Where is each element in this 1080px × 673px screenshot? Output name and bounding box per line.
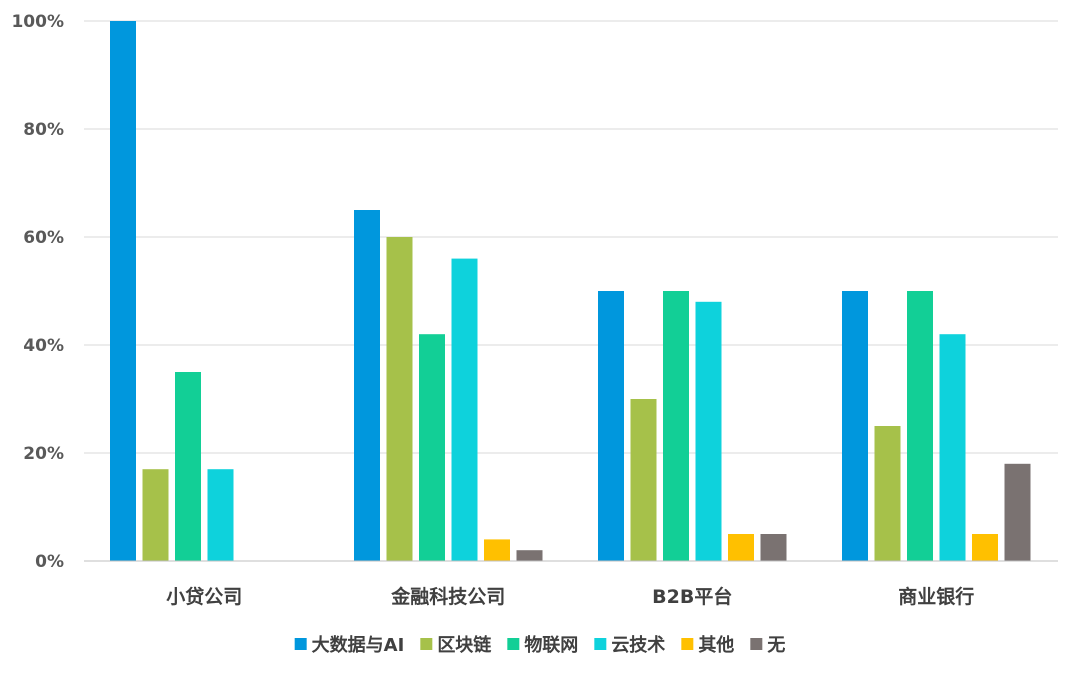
x-tick-label: 金融科技公司 bbox=[390, 585, 505, 608]
y-tick-label: 20% bbox=[23, 444, 64, 464]
bars bbox=[110, 21, 1031, 561]
x-tick-label: B2B平台 bbox=[652, 585, 732, 608]
bar bbox=[630, 399, 657, 561]
x-tick-label: 小贷公司 bbox=[166, 585, 242, 608]
bar bbox=[386, 237, 413, 561]
legend-label: 区块链 bbox=[437, 634, 492, 656]
bar bbox=[142, 469, 169, 561]
y-tick-label: 80% bbox=[23, 120, 64, 140]
legend-label: 其他 bbox=[698, 634, 734, 656]
bar bbox=[695, 301, 722, 561]
bar bbox=[842, 291, 868, 561]
legend-label: 无 bbox=[767, 635, 785, 656]
bar bbox=[110, 21, 136, 561]
y-tick-label: 40% bbox=[23, 336, 64, 356]
legend-label: 物联网 bbox=[524, 634, 578, 656]
bar bbox=[598, 291, 624, 561]
bar bbox=[419, 334, 445, 561]
bar bbox=[760, 534, 787, 561]
legend-label: 云技术 bbox=[611, 634, 665, 656]
legend-swatch bbox=[294, 638, 307, 650]
legend-label: 大数据与AI bbox=[312, 634, 405, 656]
legend-swatch bbox=[681, 638, 694, 650]
bar bbox=[516, 550, 543, 561]
bar bbox=[451, 258, 478, 561]
bar bbox=[354, 210, 380, 561]
bar bbox=[939, 334, 966, 561]
bar bbox=[907, 291, 933, 561]
legend-swatch bbox=[594, 638, 607, 650]
x-tick-label: 商业银行 bbox=[898, 585, 974, 608]
y-axis-ticks: 0% 20% 40% 60% 80% 100% bbox=[11, 12, 64, 572]
bar bbox=[175, 372, 201, 561]
bar bbox=[484, 539, 510, 561]
bar bbox=[874, 426, 901, 561]
bar bbox=[207, 469, 234, 561]
bar bbox=[972, 534, 998, 561]
legend-swatch bbox=[507, 638, 520, 650]
x-axis: 小贷公司 金融科技公司 B2B平台 商业银行 bbox=[84, 560, 1058, 608]
y-tick-label: 60% bbox=[23, 228, 64, 248]
y-tick-label: 100% bbox=[11, 12, 64, 32]
legend-swatch bbox=[420, 638, 433, 650]
legend: 大数据与AI 区块链 物联网 云技术 其他 无 bbox=[294, 634, 785, 656]
legend-swatch bbox=[750, 638, 763, 650]
bar bbox=[663, 291, 689, 561]
bar bbox=[728, 534, 754, 561]
bar bbox=[1004, 463, 1031, 561]
y-tick-label: 0% bbox=[35, 552, 64, 572]
